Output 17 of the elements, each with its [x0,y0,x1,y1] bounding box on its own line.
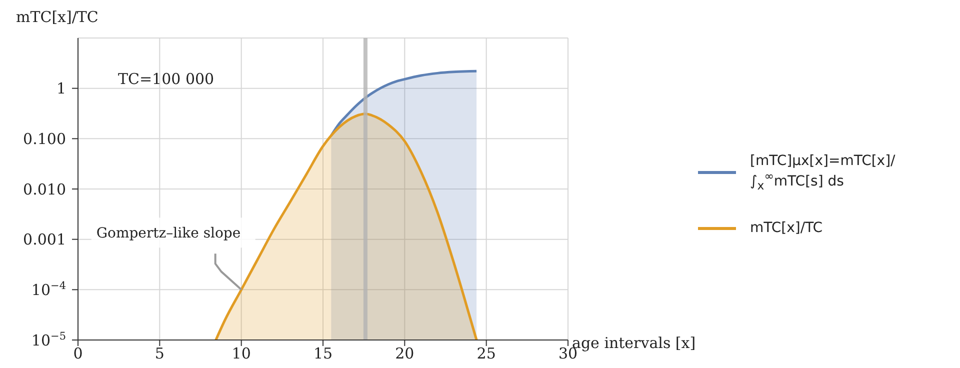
y-tick-label: 0.001 [23,230,66,249]
x-tick-label: 5 [154,344,164,363]
annotation: Gompertz–like slope [96,226,241,242]
annotation: TC=100 000 [118,70,214,88]
y-tick-label: 10$^{−4}$ [31,280,66,299]
x-tick-label: 25 [476,344,496,363]
y-tick-label: 0.100 [23,130,66,148]
y-tick-label: 10$^{−5}$ [31,330,66,350]
y-axis-title: mTC[x]/TC [16,8,98,26]
legend-label: [mTC]μx[x]=mTC[x]/∫$_{x}$$^{∞}$mTC[s] ds [750,153,896,192]
x-tick-label: 15 [313,344,333,363]
x-tick-label: 10 [232,344,251,363]
x-tick-label: 20 [395,344,414,363]
y-tick-label: 1 [56,80,66,98]
y-tick-label: 0.010 [23,180,66,198]
legend-label: mTC[x]/TC [750,220,823,236]
x-tick-label: 0 [73,344,83,363]
